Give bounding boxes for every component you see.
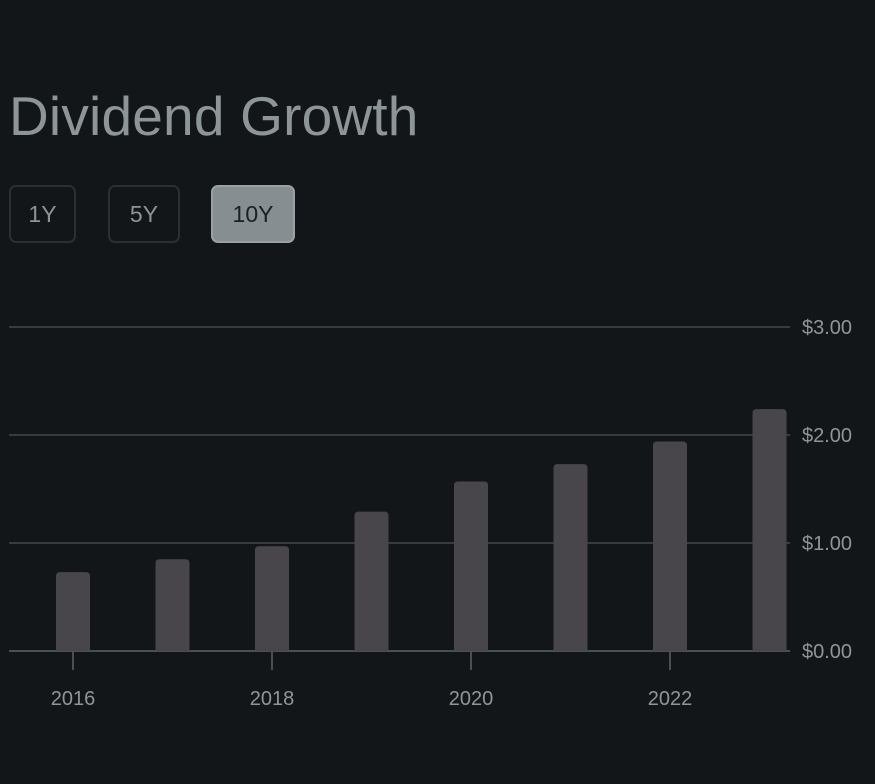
page-title: Dividend Growth xyxy=(9,85,419,147)
y-tick-label: $0.00 xyxy=(802,641,852,663)
bar-2018 xyxy=(255,546,289,651)
y-tick-label: $2.00 xyxy=(802,425,852,447)
bar-2019 xyxy=(354,511,389,651)
x-tick-label: 2020 xyxy=(449,688,494,710)
bar-2017 xyxy=(155,559,190,651)
x-tick-label: 2016 xyxy=(51,688,96,710)
y-tick-label: $3.00 xyxy=(802,317,852,339)
axes: $0.00 $1.00 $2.00 $3.00 2016 2018 2020 2022 xyxy=(51,317,852,710)
y-tick-label: $1.00 xyxy=(802,533,852,555)
x-tick-label: 2018 xyxy=(250,688,295,710)
range-1y-button[interactable]: 1Y xyxy=(9,185,76,243)
bar-2022 xyxy=(653,441,687,651)
x-tick-label: 2022 xyxy=(648,688,693,710)
bars xyxy=(56,409,787,651)
bar-2016 xyxy=(56,572,90,651)
bar-2023 xyxy=(752,409,787,651)
bar-2021 xyxy=(553,464,588,651)
range-10y-button[interactable]: 10Y xyxy=(211,185,295,243)
range-5y-button[interactable]: 5Y xyxy=(108,185,180,243)
bar-2020 xyxy=(454,481,488,651)
